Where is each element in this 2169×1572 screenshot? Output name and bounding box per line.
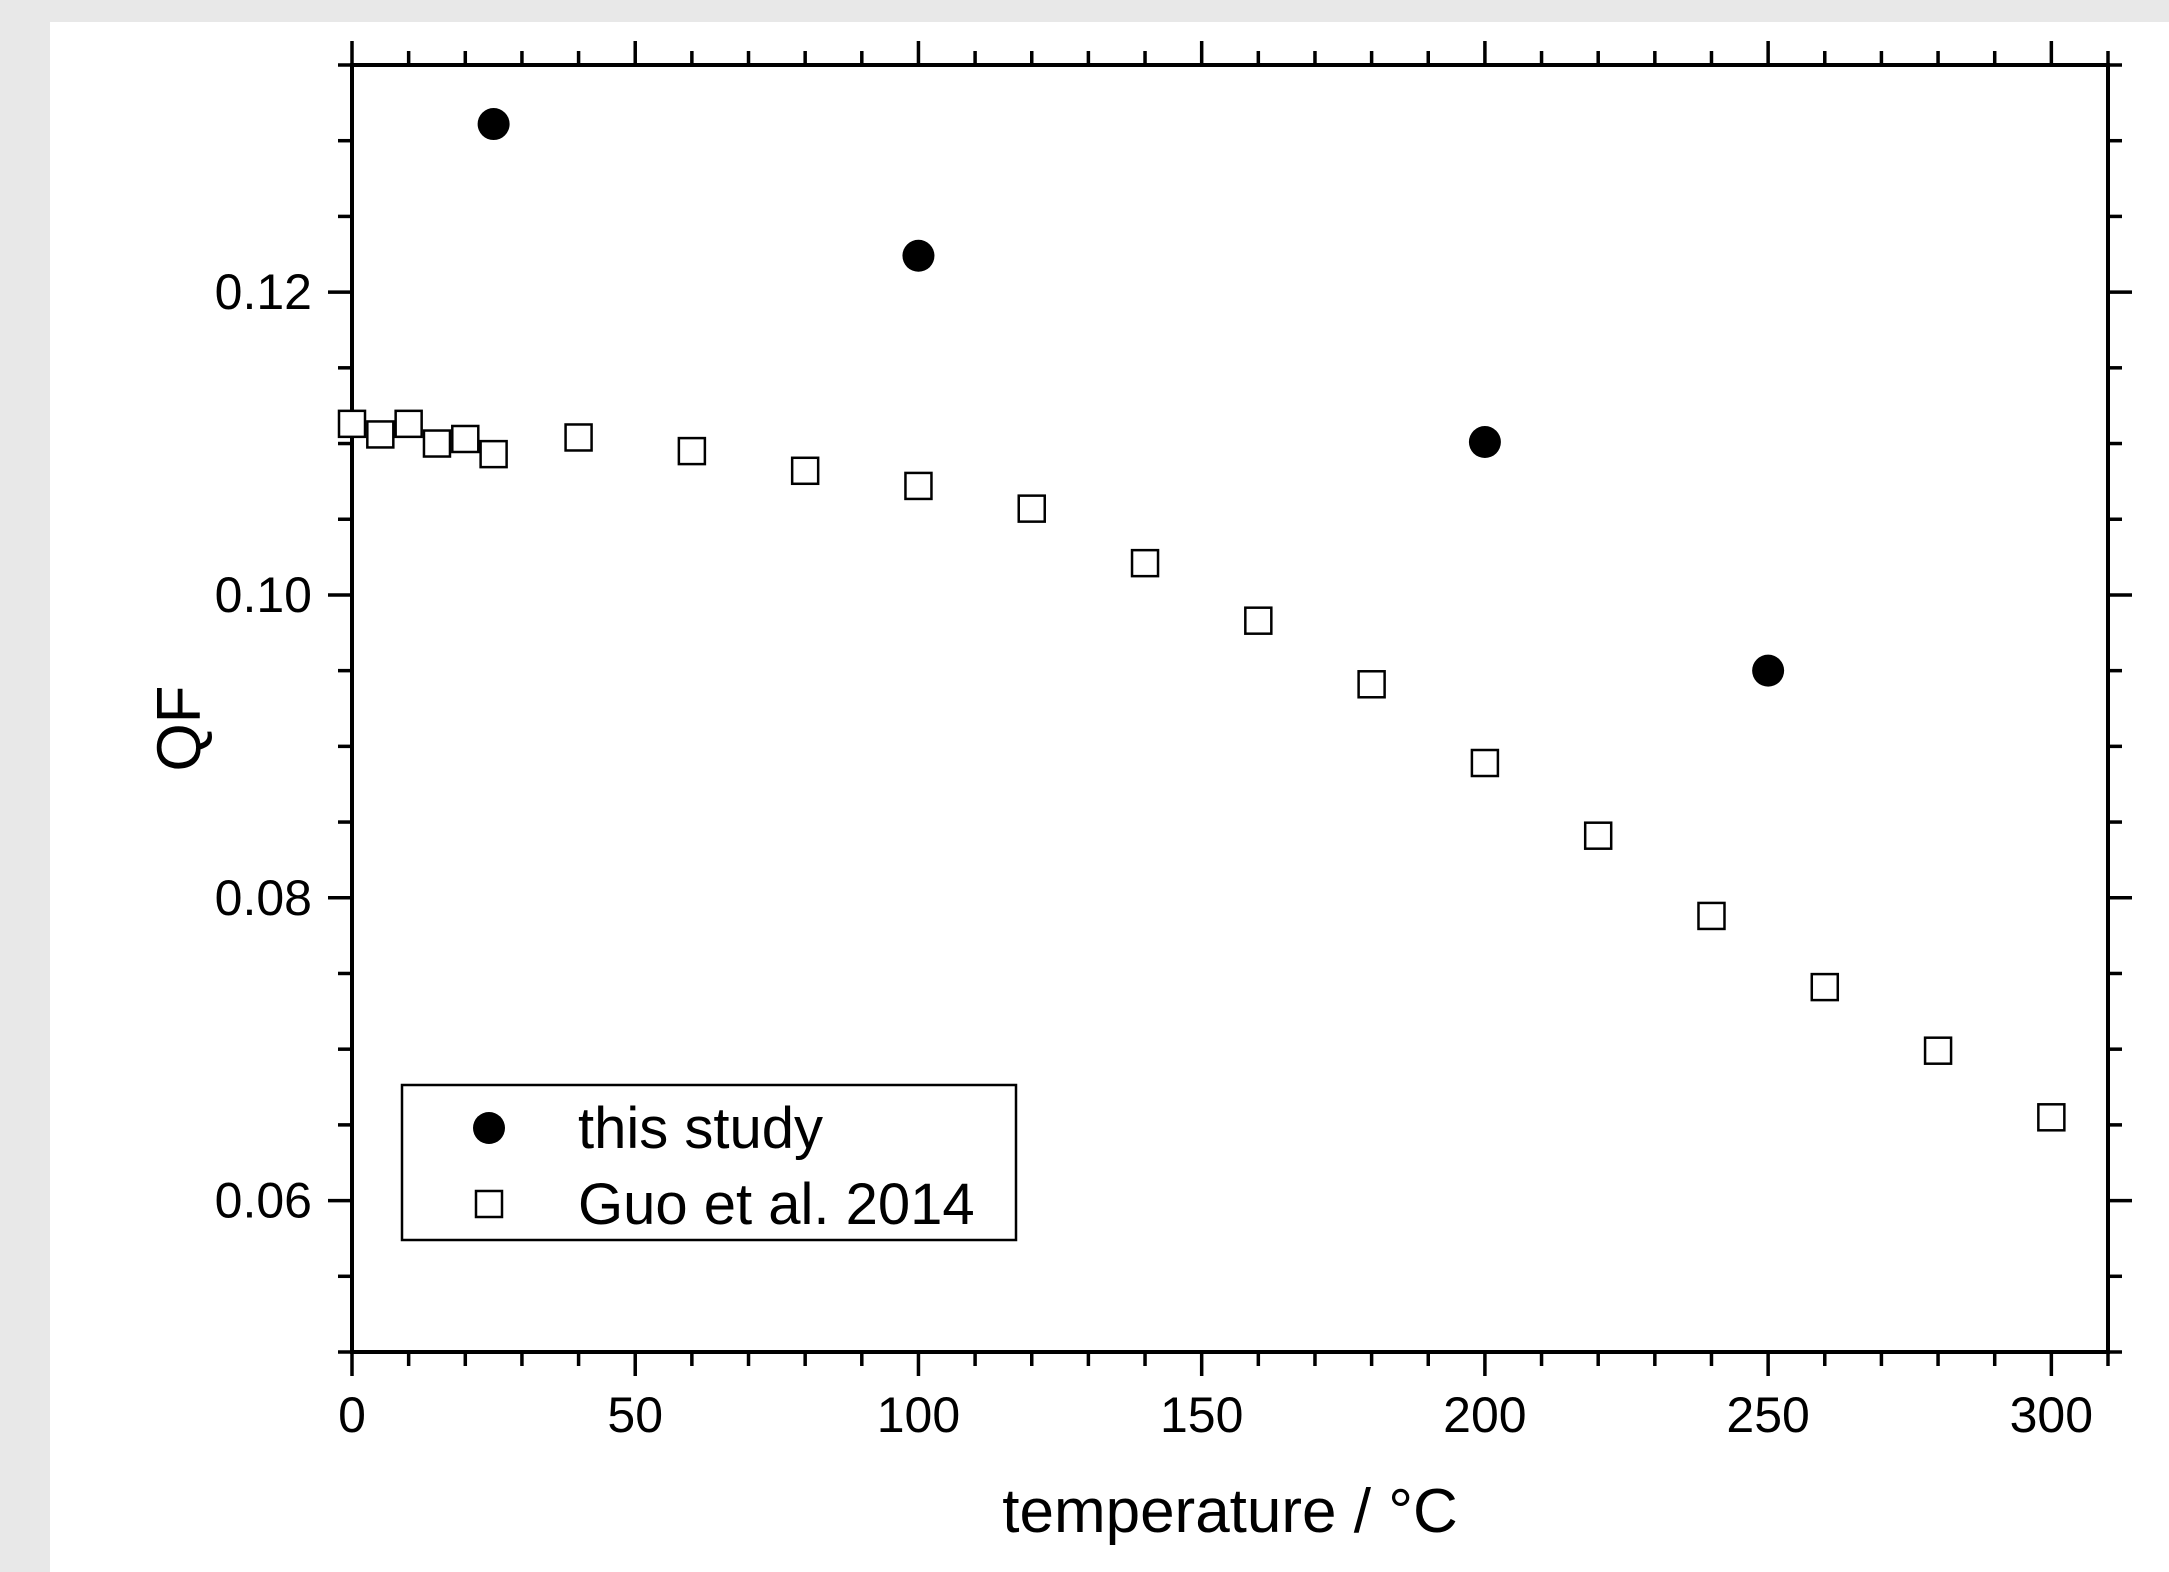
data-point-circle (1752, 654, 1785, 687)
legend-label: Guo et al. 2014 (578, 1172, 975, 1237)
series-squares (337, 409, 2066, 1132)
data-point-square (451, 424, 480, 454)
data-point-circle (1468, 426, 1501, 459)
data-point-square (904, 471, 933, 501)
y-tick-label: 0.12 (215, 264, 312, 320)
data-point-square (2037, 1103, 2066, 1132)
x-tick-label: 50 (607, 1387, 663, 1443)
data-point-square (394, 409, 423, 439)
legend-marker (474, 1189, 504, 1219)
scatter-chart: 0 50 100 150 200 250 300 0.06 0.08 0.10 0.12 this … (145, 41, 2132, 1546)
x-tick-label: 150 (1160, 1387, 1243, 1443)
x-axis-title: temperature / °C (1002, 1477, 1458, 1546)
x-tick-label: 0 (338, 1387, 366, 1443)
data-point-square (366, 420, 395, 449)
x-tick-label: 300 (2010, 1387, 2093, 1443)
data-point-square (1017, 494, 1046, 523)
data-marks (337, 108, 2066, 1132)
legend: this study Guo et al. 2014 (400, 1083, 1018, 1242)
y-tick-label: 0.10 (215, 567, 312, 623)
series-circles (477, 108, 1785, 687)
data-point-square (1697, 901, 1726, 931)
data-point-square (1244, 606, 1273, 635)
data-point-square (1357, 670, 1386, 699)
data-point-square (1470, 748, 1500, 778)
y-axis-title: QF (145, 685, 214, 771)
data-point-square (677, 436, 707, 466)
data-point-square (422, 429, 452, 458)
data-point-square (1810, 972, 1840, 1002)
legend-marker (473, 1112, 505, 1144)
legend-label: this study (578, 1096, 823, 1161)
data-point-square (1583, 821, 1613, 850)
data-point-square (564, 423, 593, 452)
data-point-square (1130, 548, 1160, 578)
x-tick-label: 250 (1726, 1387, 1809, 1443)
data-point-circle (902, 239, 935, 272)
plot-frame (350, 63, 2110, 1354)
legend-box (400, 1083, 1018, 1242)
figure: 0 50 100 150 200 250 300 0.06 0.08 0.10 0.12 this … (50, 22, 2169, 1572)
data-point-circle (477, 108, 510, 141)
y-tick-label: 0.06 (215, 1173, 312, 1229)
axes: 0 50 100 150 200 250 300 0.06 0.08 0.10 0.12 (215, 41, 2132, 1443)
data-point-square (1923, 1036, 1953, 1065)
x-tick-label: 100 (877, 1387, 960, 1443)
x-tick-label: 200 (1443, 1387, 1526, 1443)
data-point-square (790, 456, 820, 486)
data-point-square (337, 409, 367, 439)
y-tick-label: 0.08 (215, 870, 312, 926)
data-point-square (479, 439, 508, 469)
